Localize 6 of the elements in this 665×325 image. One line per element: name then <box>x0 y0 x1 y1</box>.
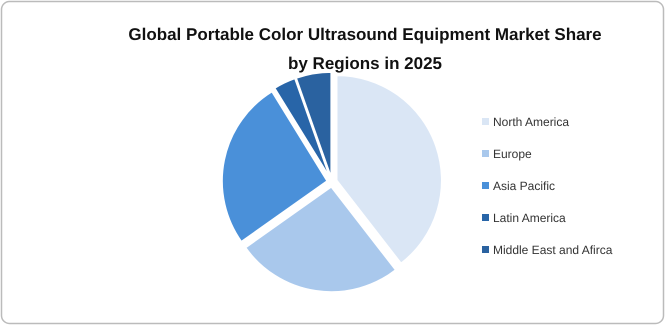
legend-label: Middle East and Afirca <box>493 243 613 257</box>
chart-title: Global Portable Color Ultrasound Equipment Market Share by Regions in 2025 <box>128 25 602 73</box>
legend-label: North America <box>493 115 570 129</box>
legend-label: Latin America <box>493 211 566 225</box>
legend-label: Europe <box>493 147 532 161</box>
legend-label: Asia Pacific <box>493 179 556 193</box>
